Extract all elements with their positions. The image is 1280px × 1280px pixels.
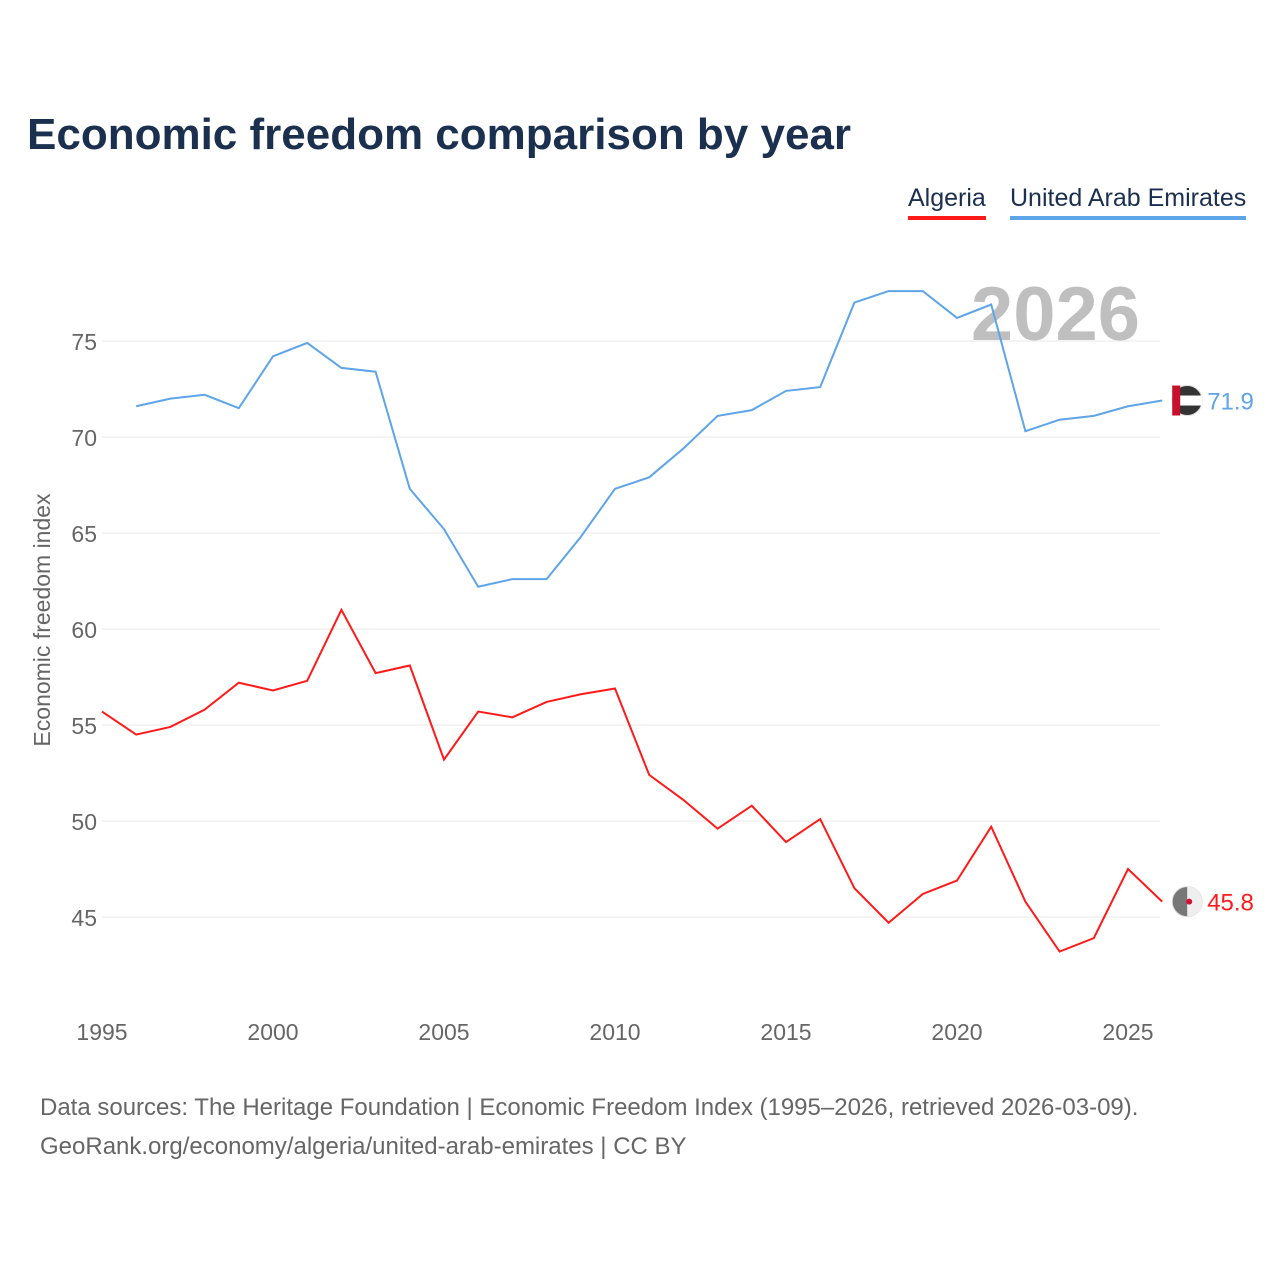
x-tick-label: 2010 <box>589 1019 640 1045</box>
series-line-uae <box>135 290 1163 588</box>
end-value-label: 71.9 <box>1207 389 1254 416</box>
source-note: Data sources: The Heritage Foundation | … <box>40 1088 1138 1166</box>
legend-algeria[interactable]: Algeria <box>908 184 986 220</box>
x-tick-label: 2025 <box>1102 1019 1153 1045</box>
source-line-1: Data sources: The Heritage Foundation | … <box>40 1094 1139 1121</box>
year-watermark: 2026 <box>971 272 1140 357</box>
source-line-2: GeoRank.org/economy/algeria/united-arab-… <box>40 1133 687 1160</box>
y-tick-label: 55 <box>71 713 97 739</box>
x-tick-label: 2005 <box>418 1019 469 1045</box>
y-tick-label: 45 <box>71 905 97 931</box>
x-tick-label: 2015 <box>760 1019 811 1045</box>
flag-stripe <box>1172 385 1181 416</box>
y-tick-label: 65 <box>71 521 97 547</box>
x-tick-label: 2000 <box>247 1019 298 1045</box>
legend-uae[interactable]: United Arab Emirates <box>1010 184 1247 220</box>
y-axis-label: Economic freedom index <box>29 493 55 747</box>
series-line-algeria <box>101 607 1163 953</box>
flag-stripe <box>1180 395 1203 406</box>
x-tick-label: 1995 <box>76 1019 127 1045</box>
flag-crescent <box>1186 898 1193 905</box>
y-tick-label: 60 <box>71 617 97 643</box>
end-value-label: 45.8 <box>1207 890 1254 917</box>
y-tick-label: 70 <box>71 425 97 451</box>
y-tick-label: 75 <box>71 329 97 355</box>
x-tick-label: 2020 <box>931 1019 982 1045</box>
chart-title: Economic freedom comparison by year <box>27 110 852 159</box>
y-tick-label: 50 <box>71 809 97 835</box>
flag-half <box>1187 886 1203 917</box>
